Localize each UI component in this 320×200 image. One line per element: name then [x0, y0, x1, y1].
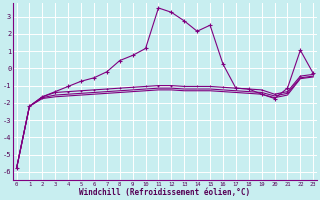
X-axis label: Windchill (Refroidissement éolien,°C): Windchill (Refroidissement éolien,°C) — [79, 188, 251, 197]
